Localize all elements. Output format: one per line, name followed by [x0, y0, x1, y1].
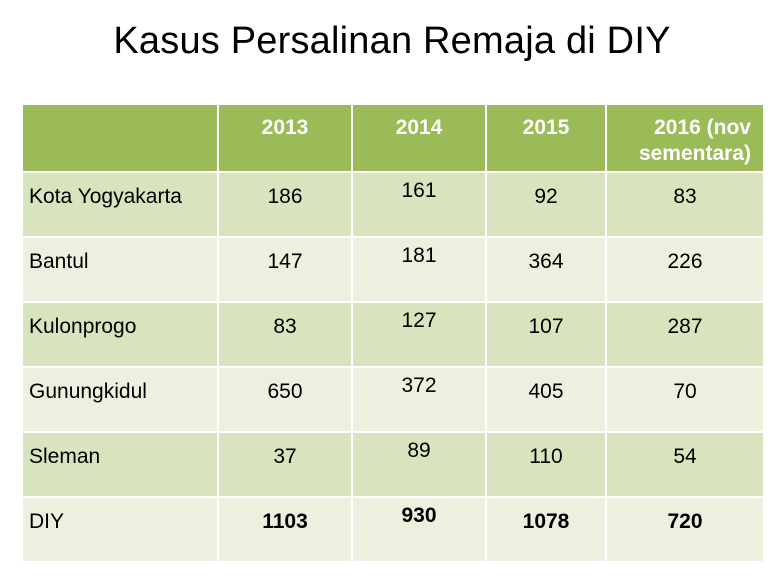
table-row: Kulonprogo 83 127 107 287: [21, 301, 765, 368]
cell-2016: 83: [605, 171, 765, 238]
cell-2014: 372: [351, 366, 487, 433]
header-cell-2016: 2016 (nov sementara): [605, 103, 765, 173]
cell-2013: 37: [217, 431, 353, 498]
row-label: Kulonprogo: [21, 301, 219, 368]
table-row: Kota Yogyakarta 186 161 92 83: [21, 171, 765, 238]
header-cell-region: [21, 103, 219, 173]
cell-2015: 110: [485, 431, 607, 498]
row-label: Sleman: [21, 431, 219, 498]
table-row: Bantul 147 181 364 226: [21, 236, 765, 303]
row-label: Gunungkidul: [21, 366, 219, 433]
cell-2013: 147: [217, 236, 353, 303]
data-table: 2013 2014 2015 2016 (nov sementara) Kota…: [21, 103, 765, 563]
cell-2013: 83: [217, 301, 353, 368]
table-header-row: 2013 2014 2015 2016 (nov sementara): [21, 103, 765, 173]
cell-2014: 161: [351, 171, 487, 238]
slide-title: Kasus Persalinan Remaja di DIY: [113, 20, 671, 62]
cell-2016: 720: [605, 496, 765, 563]
cell-2013: 186: [217, 171, 353, 238]
cell-2014: 930: [351, 496, 487, 563]
row-label: Kota Yogyakarta: [21, 171, 219, 238]
cell-2014: 127: [351, 301, 487, 368]
cell-2015: 405: [485, 366, 607, 433]
cell-2015: 1078: [485, 496, 607, 563]
table-row: Sleman 37 89 110 54: [21, 431, 765, 498]
cell-2016: 226: [605, 236, 765, 303]
cell-2015: 364: [485, 236, 607, 303]
header-cell-2013: 2013: [217, 103, 353, 173]
cell-2014: 181: [351, 236, 487, 303]
cell-2015: 107: [485, 301, 607, 368]
cell-2013: 650: [217, 366, 353, 433]
cell-2015: 92: [485, 171, 607, 238]
cell-2016: 54: [605, 431, 765, 498]
cell-2014: 89: [351, 431, 487, 498]
row-label: DIY: [21, 496, 219, 563]
header-cell-2015: 2015: [485, 103, 607, 173]
cell-2016: 287: [605, 301, 765, 368]
table-row-total: DIY 1103 930 1078 720: [21, 496, 765, 563]
row-label: Bantul: [21, 236, 219, 303]
table-row: Gunungkidul 650 372 405 70: [21, 366, 765, 433]
cell-2016: 70: [605, 366, 765, 433]
cell-2013: 1103: [217, 496, 353, 563]
header-cell-2014: 2014: [351, 103, 487, 173]
